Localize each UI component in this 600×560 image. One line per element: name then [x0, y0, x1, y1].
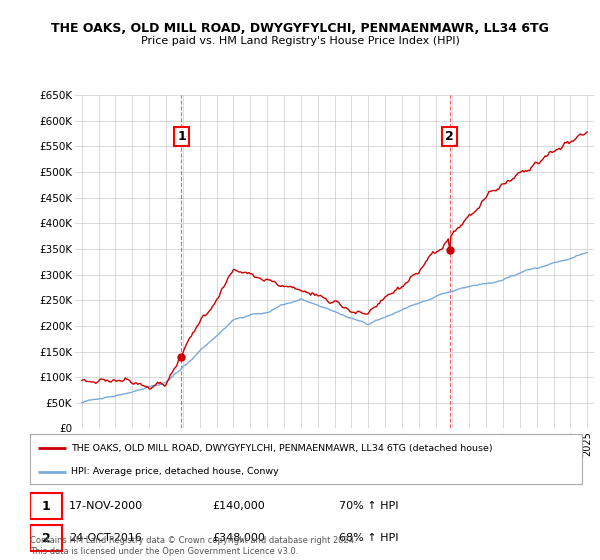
Text: 17-NOV-2000: 17-NOV-2000	[68, 501, 143, 511]
FancyBboxPatch shape	[30, 525, 62, 551]
Text: 1: 1	[177, 130, 186, 143]
Text: 68% ↑ HPI: 68% ↑ HPI	[339, 533, 398, 543]
FancyBboxPatch shape	[30, 493, 62, 519]
Text: THE OAKS, OLD MILL ROAD, DWYGYFYLCHI, PENMAENMAWR, LL34 6TG (detached house): THE OAKS, OLD MILL ROAD, DWYGYFYLCHI, PE…	[71, 444, 493, 452]
Text: THE OAKS, OLD MILL ROAD, DWYGYFYLCHI, PENMAENMAWR, LL34 6TG: THE OAKS, OLD MILL ROAD, DWYGYFYLCHI, PE…	[51, 22, 549, 35]
Text: £140,000: £140,000	[212, 501, 265, 511]
Text: 24-OCT-2016: 24-OCT-2016	[68, 533, 142, 543]
Text: 70% ↑ HPI: 70% ↑ HPI	[339, 501, 398, 511]
Text: 2: 2	[445, 130, 454, 143]
Text: 1: 1	[41, 500, 50, 512]
Text: 2: 2	[41, 532, 50, 545]
Text: HPI: Average price, detached house, Conwy: HPI: Average price, detached house, Conw…	[71, 467, 279, 477]
Text: Contains HM Land Registry data © Crown copyright and database right 2024.
This d: Contains HM Land Registry data © Crown c…	[30, 536, 356, 556]
Text: £348,000: £348,000	[212, 533, 265, 543]
Text: Price paid vs. HM Land Registry's House Price Index (HPI): Price paid vs. HM Land Registry's House …	[140, 36, 460, 46]
